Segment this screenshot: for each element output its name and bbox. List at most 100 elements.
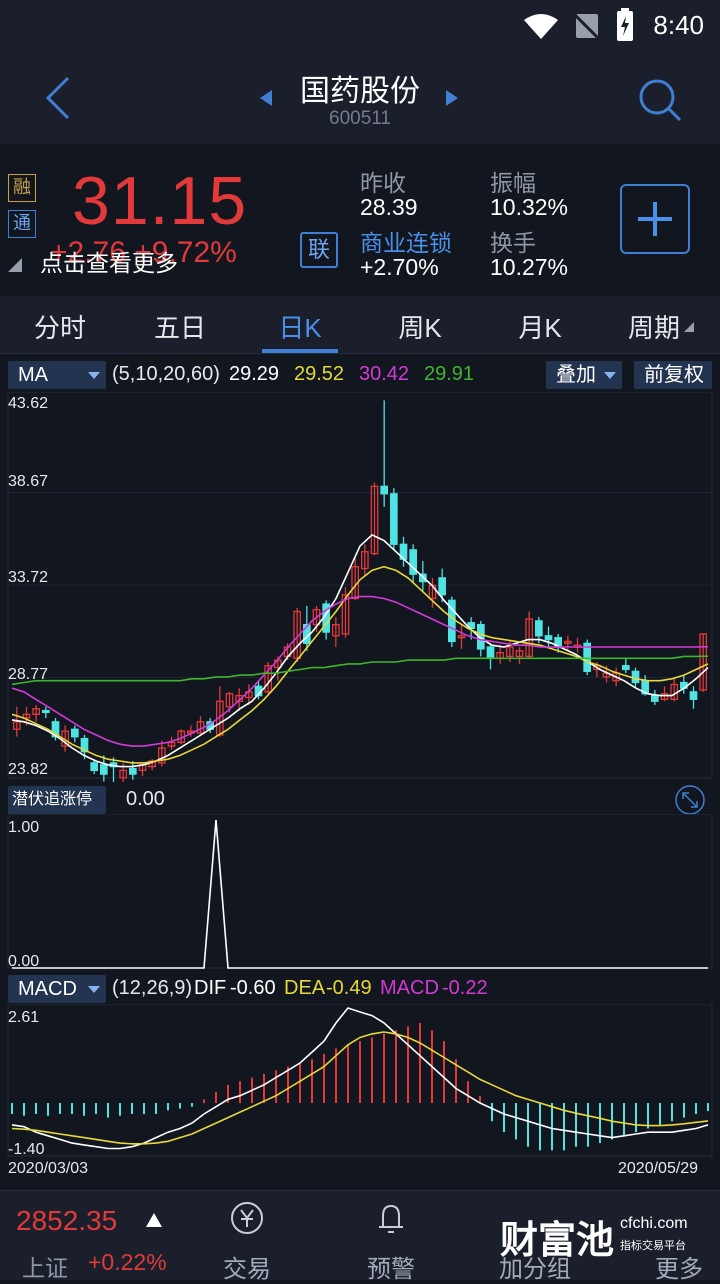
index-name: 上证 — [22, 1255, 68, 1281]
tab-period[interactable]: 周期 — [627, 313, 680, 343]
candlestick — [51, 718, 60, 741]
candlestick — [167, 736, 176, 750]
candlestick — [196, 716, 205, 735]
signal-value: 0.00 — [126, 788, 165, 810]
prev-close-label: 昨收 — [360, 170, 406, 196]
candlestick — [438, 568, 447, 603]
fullscreen-icon[interactable] — [674, 784, 706, 816]
macd-selector-label: MACD — [18, 978, 77, 1000]
ma-selector[interactable]: MA — [8, 361, 106, 389]
quote-panel: 融 通 31.15 +2.76 +9.72% 点击查看更多 联 昨收 28.39… — [0, 144, 720, 294]
prev-close-value: 28.39 — [360, 194, 418, 220]
macd-top-label: 2.61 — [8, 1009, 39, 1026]
candle-body — [51, 721, 60, 738]
nav-trade[interactable]: 交易 — [202, 1191, 292, 1283]
candle-body — [70, 728, 79, 738]
chevron-down-icon — [88, 372, 100, 379]
search-icon[interactable] — [636, 76, 684, 124]
candlestick — [119, 762, 128, 782]
candlestick — [573, 637, 582, 653]
nav-add-group[interactable]: 加分组 — [490, 1191, 580, 1283]
candle-body — [525, 618, 534, 658]
ma20-line — [11, 595, 709, 747]
candlestick — [583, 639, 592, 676]
adjust-button[interactable]: 前复权 — [634, 361, 712, 389]
overlay-button-label: 叠加 — [556, 364, 596, 386]
prev-stock-icon[interactable] — [258, 88, 274, 108]
candlestick — [689, 686, 698, 709]
period-tabs: 分时 五日 日K 周K 月K 周期 — [0, 296, 720, 354]
nav-alert[interactable]: 预警 — [346, 1191, 436, 1283]
date-end: 2020/05/29 — [618, 1160, 699, 1177]
stock-header: 国药股份 600511 — [0, 52, 720, 144]
dif-line — [11, 1007, 709, 1150]
linked-button[interactable]: 联 — [300, 232, 338, 268]
candlestick — [380, 400, 389, 507]
candlestick — [351, 557, 360, 601]
connect-tag: 通 — [8, 210, 36, 238]
overlay-button[interactable]: 叠加 — [546, 361, 622, 389]
candle-body — [699, 633, 708, 691]
margin-tag: 融 — [8, 174, 36, 202]
candlestick — [215, 686, 224, 737]
nav-more-label: 更多 — [655, 1256, 703, 1283]
candle-body — [157, 747, 166, 764]
stock-code: 600511 — [329, 108, 391, 129]
sector-link[interactable]: 商业连锁 — [360, 230, 452, 256]
candle-body — [380, 485, 389, 495]
tab-five-day[interactable]: 五日 — [153, 313, 206, 343]
dea-value: -0.49 — [326, 977, 372, 999]
signal-top-label: 1.00 — [8, 819, 39, 836]
index-value[interactable]: 2852.35 — [16, 1205, 118, 1236]
macd-value: -0.22 — [442, 977, 488, 999]
amplitude-label: 振幅 — [490, 170, 536, 196]
signal-selector[interactable]: 潜伏追涨停 — [8, 786, 106, 814]
candlestick — [486, 643, 495, 670]
dea-label: DEA — [284, 977, 326, 999]
tab-intraday[interactable]: 分时 — [33, 313, 86, 343]
candlestick — [128, 761, 137, 780]
kline-ma-lines — [11, 533, 709, 768]
candle-body — [12, 721, 21, 730]
tab-monthly-k[interactable]: 月K — [518, 313, 562, 343]
next-stock-icon[interactable] — [444, 88, 460, 108]
candlestick — [331, 617, 340, 648]
view-more-link[interactable]: 点击查看更多 — [40, 250, 178, 276]
add-watchlist-button[interactable] — [620, 184, 690, 254]
candle-body — [660, 693, 669, 701]
candlestick — [32, 704, 41, 722]
stock-name: 国药股份 — [300, 75, 420, 108]
candle-body — [650, 694, 659, 702]
macd-chart: 2.61 -1.40 — [7, 1004, 713, 1158]
nav-trade-label: 交易 — [223, 1256, 271, 1283]
candle-body — [689, 691, 698, 701]
turnover-label: 换手 — [490, 230, 536, 256]
macd-lines — [11, 1007, 709, 1150]
candle-body — [331, 623, 340, 637]
active-tab-indicator — [262, 349, 338, 353]
tab-weekly-k[interactable]: 周K — [398, 313, 442, 343]
back-icon[interactable] — [38, 72, 84, 124]
candle-body — [360, 551, 369, 570]
nav-more[interactable]: 更多 — [634, 1191, 720, 1283]
candlestick — [99, 755, 108, 782]
tab-daily-k[interactable]: 日K — [278, 313, 322, 343]
macd-selector[interactable]: MACD — [8, 975, 106, 1003]
candlestick — [360, 544, 369, 577]
status-bar: 8:40 — [0, 0, 720, 52]
y-tick-label: 23.82 — [8, 761, 48, 778]
kline-chart[interactable]: 43.62 38.67 33.72 28.77 23.82 — [0, 392, 720, 782]
kline-grid — [8, 492, 712, 678]
candle-body — [80, 737, 89, 753]
watermark-sub: 指标交易平台 — [620, 1240, 686, 1252]
macd-params: (12,26,9) — [112, 977, 193, 999]
candle-body — [621, 665, 630, 671]
candlestick — [563, 635, 572, 651]
y-tick-label: 33.72 — [8, 569, 48, 586]
ma20-value: 30.42 — [359, 363, 410, 385]
candle-body — [583, 642, 592, 672]
price-change: +2.76 +9.72% — [50, 236, 237, 269]
ma60-line — [11, 655, 709, 686]
candlestick — [399, 536, 408, 567]
candle-body — [389, 493, 398, 545]
